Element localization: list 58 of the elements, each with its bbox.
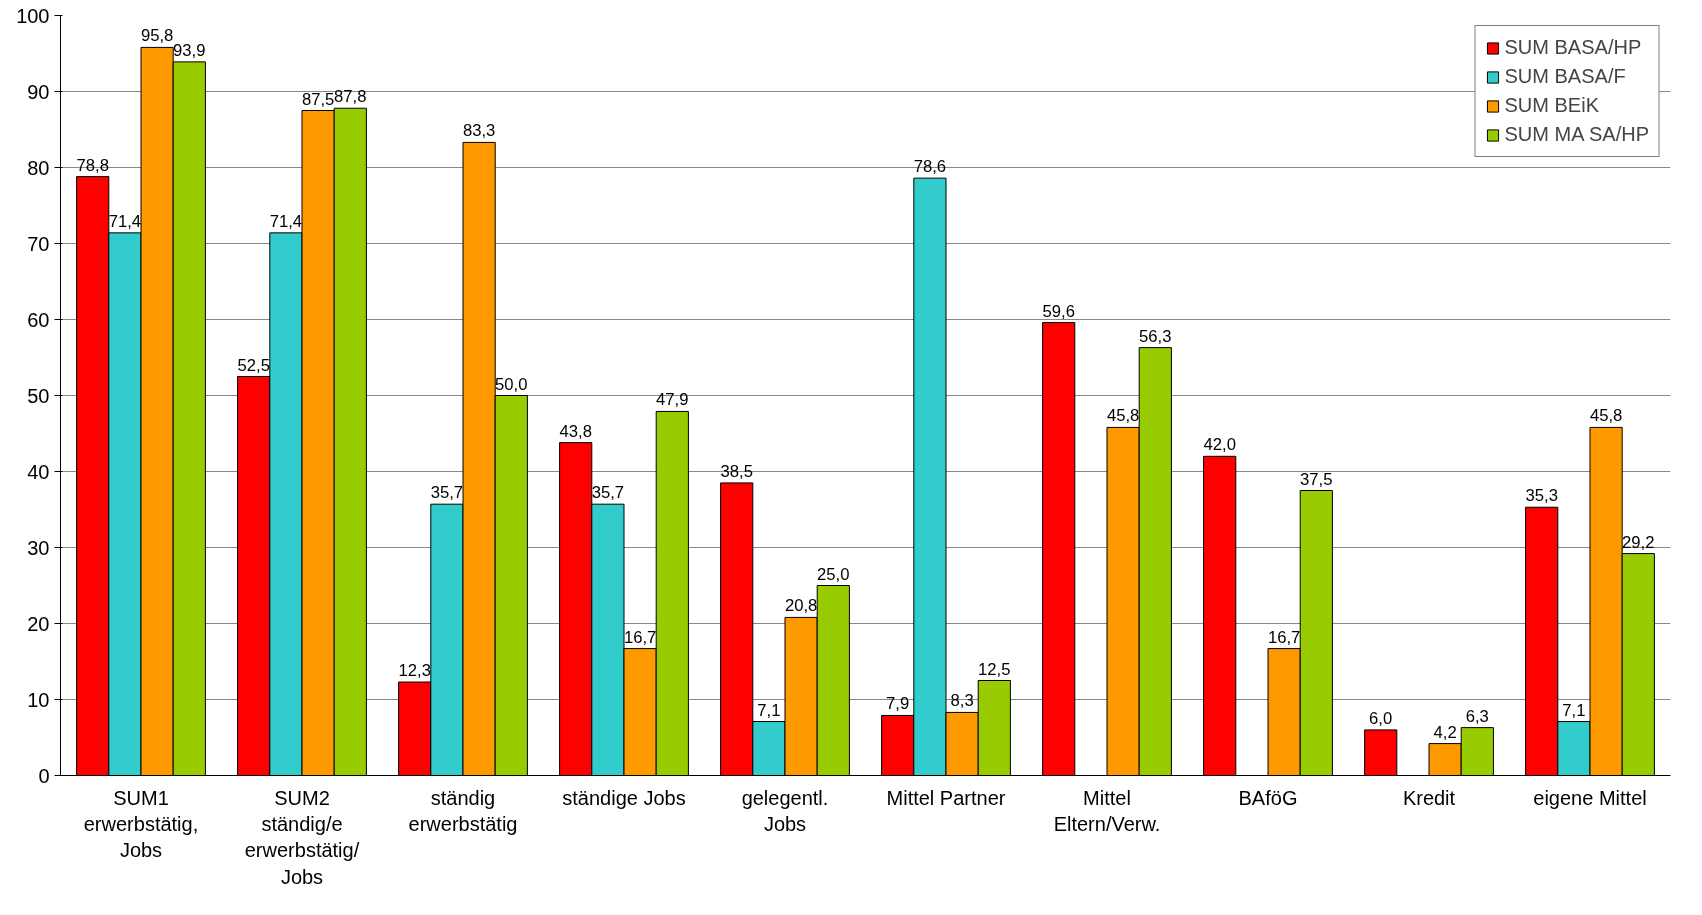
data-label: 16,7 [1267,627,1301,647]
data-label: 83,3 [462,121,496,141]
x-tick-label: eigene Mittel [1533,786,1647,809]
data-label: 87,8 [334,87,367,107]
data-label: 35,3 [1525,486,1558,506]
data-label: 35,7 [430,483,464,503]
data-label: 37,5 [1300,469,1333,489]
y-tick-label: 30 [27,536,50,559]
data-label: 59,6 [1042,301,1075,321]
data-label: 95,8 [140,26,174,46]
data-label: 8,3 [950,691,974,711]
x-tick-label: SUM2 ständig/e erwerbstätig/ Jobs [244,786,360,888]
data-label: 7,1 [1562,700,1586,720]
y-tick-label: 50 [27,384,50,407]
data-label: 7,1 [757,700,781,720]
legend-label: SUM BEiK [1504,94,1599,117]
y-tick-label: 0 [38,764,50,787]
x-tick-label: ständige Jobs [562,786,686,809]
data-label: 45,8 [1106,406,1140,426]
data-label: 71,4 [269,211,303,231]
data-label: 47,9 [656,390,689,410]
data-label: 87,5 [301,89,335,109]
x-tick-label: ständig erwerbstätig [408,786,518,835]
x-tick-label: Kredit [1402,786,1456,809]
y-tick-label: 40 [27,460,50,483]
data-label: 16,7 [623,627,657,647]
data-label: 50,0 [495,374,528,394]
x-tick-label: gelegentl. Jobs [741,786,829,835]
x-tick-label: SUM1 erwerbstätig, Jobs [83,786,199,862]
legend-label: SUM MA SA/HP [1504,123,1649,146]
y-tick-label: 10 [27,688,50,711]
data-label: 20,8 [784,596,818,616]
legend-label: SUM BASA/HP [1504,36,1642,59]
data-label: 42,0 [1203,435,1236,455]
data-label: 4,2 [1433,722,1457,742]
data-label: 12,5 [978,659,1011,679]
y-tick-label: 20 [27,612,50,635]
legend-label: SUM BASA/F [1504,65,1626,88]
data-label: 35,7 [591,483,625,503]
data-label: 71,4 [108,211,142,231]
x-tick-label: Mittel Eltern/Verw. [1053,786,1161,835]
data-label: 56,3 [1139,326,1172,346]
y-tick-label: 80 [27,156,50,179]
x-tick-label: BAföG [1238,786,1298,809]
y-tick-label: 90 [27,80,50,103]
y-tick-label: 100 [16,4,50,27]
data-label: 78,6 [913,157,947,177]
x-tick-label: Mittel Partner [886,786,1006,809]
data-label: 6,3 [1465,706,1489,726]
data-label: 78,8 [76,155,109,175]
y-tick-label: 70 [27,232,50,255]
data-label: 25,0 [817,564,850,584]
y-tick-label: 60 [27,308,50,331]
data-label: 38,5 [720,461,753,481]
data-label: 43,8 [559,421,592,441]
data-label: 6,0 [1369,708,1393,728]
data-label: 45,8 [1589,406,1623,426]
data-label: 7,9 [886,694,910,714]
